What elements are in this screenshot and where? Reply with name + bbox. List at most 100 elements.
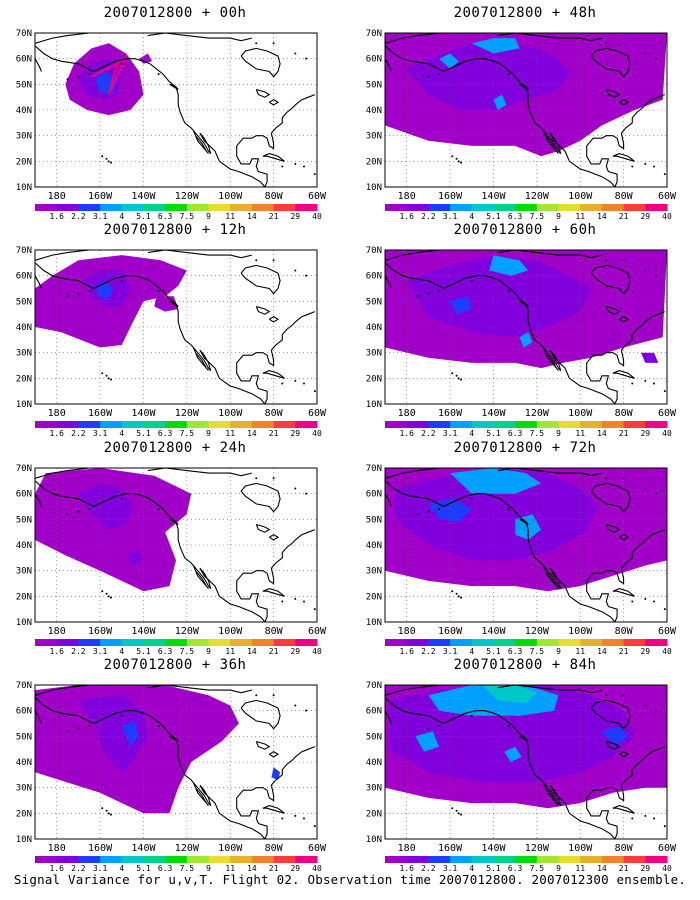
colorbar-segment xyxy=(208,421,231,428)
colorbar-label: 29 xyxy=(290,864,300,872)
colorbar-segment xyxy=(645,856,668,863)
colorbar-label: 11 xyxy=(225,647,235,655)
longitude-tick-label: 80W xyxy=(615,843,634,854)
panel-title: 2007012800 + 24h xyxy=(103,440,247,456)
variance-field xyxy=(78,695,148,773)
colorbar-label: 6.3 xyxy=(158,429,173,437)
colorbar-label: 1.6 xyxy=(49,864,64,872)
latitude-tick-label: 50N xyxy=(366,80,382,90)
colorbar-label: 7.5 xyxy=(180,212,195,220)
longitude-tick-label: 60W xyxy=(308,843,327,854)
coastline xyxy=(255,740,271,750)
colorbar-segment xyxy=(273,204,296,211)
colorbar-label: 4 xyxy=(469,212,474,220)
colorbar-label: 11 xyxy=(575,647,585,655)
colorbar-segment xyxy=(536,421,560,428)
colorbar-segment xyxy=(428,421,451,428)
colorbar-label: 2.2 xyxy=(71,212,86,220)
colorbar-segment xyxy=(143,856,166,863)
coastline xyxy=(590,264,631,295)
colorbar-segment xyxy=(515,421,538,428)
colorbar-label: 14 xyxy=(247,647,257,655)
colorbar-segment xyxy=(471,639,494,646)
coastline xyxy=(542,782,559,806)
colorbar-label: 6.3 xyxy=(158,864,173,872)
latitude-tick-label: 70N xyxy=(16,29,32,39)
latitude-tick-label: 30N xyxy=(366,567,382,577)
colorbar-label: 4 xyxy=(469,864,474,872)
colorbar-segment xyxy=(56,856,79,863)
colorbar-segment xyxy=(121,639,144,646)
colorbar-segment xyxy=(251,856,275,863)
coastline xyxy=(35,685,133,696)
latitude-tick-label: 60N xyxy=(366,272,382,282)
panel-title: 2007012800 + 00h xyxy=(103,5,247,21)
colorbar-segment xyxy=(471,856,494,863)
colorbar-label: 5.1 xyxy=(486,212,501,220)
variance-field xyxy=(493,94,507,110)
colorbar-label: 4 xyxy=(119,212,124,220)
colorbar-segment xyxy=(230,856,253,863)
coastline xyxy=(385,697,616,839)
coastline xyxy=(35,275,43,289)
coastline xyxy=(147,685,253,694)
longitude-tick-label: 120W xyxy=(525,626,550,637)
longitude-tick-label: 140W xyxy=(481,191,506,202)
map-plot: 70N 60N 50N 40N 30N 20N 10N 180 160W 140W 120W 100W… xyxy=(16,29,327,220)
latitude-tick-label: 40N xyxy=(366,541,382,551)
colorbar-label: 3.1 xyxy=(443,429,458,437)
colorbar-segment xyxy=(450,639,473,646)
coastline xyxy=(35,45,266,187)
colorbar-segment xyxy=(230,421,253,428)
coastline xyxy=(35,250,133,261)
colorbar-label: 29 xyxy=(290,212,300,220)
coastline xyxy=(605,88,621,98)
longitude-tick-label: 140W xyxy=(481,408,506,419)
coastline xyxy=(497,685,603,694)
longitude-tick-label: 80W xyxy=(615,191,634,202)
flight-track xyxy=(90,55,128,96)
coastline xyxy=(666,304,667,308)
colorbar-label: 21 xyxy=(619,212,629,220)
latitude-tick-label: 70N xyxy=(16,464,32,474)
longitude-tick-label: 160W xyxy=(88,408,113,419)
coastline xyxy=(542,565,559,589)
variance-field xyxy=(395,468,598,561)
colorbar-segment xyxy=(645,204,668,211)
latitude-tick-label: 50N xyxy=(366,732,382,742)
latitude-tick-label: 50N xyxy=(16,515,32,525)
colorbar-label: 2.2 xyxy=(71,864,86,872)
coastline xyxy=(236,311,316,404)
latitude-tick-label: 20N xyxy=(366,157,382,167)
coastline xyxy=(385,710,393,724)
colorbar-label: 3.1 xyxy=(443,864,458,872)
colorbar-label: 2.2 xyxy=(421,647,436,655)
map-panel: 2007012800 + 00h 70N 60N 50N 40N 30N 20N 10N 180… xyxy=(5,5,345,220)
coastline xyxy=(519,735,529,742)
colorbar-segment xyxy=(558,421,581,428)
coastline xyxy=(586,529,666,622)
coastline xyxy=(192,347,209,371)
latitude-tick-label: 20N xyxy=(366,592,382,602)
map-plot: 70N 60N 50N 40N 30N 20N 10N 180 160W 140W 120W 100W… xyxy=(16,681,327,872)
colorbar-label: 14 xyxy=(247,429,257,437)
colorbar-label: 11 xyxy=(225,212,235,220)
variance-field xyxy=(121,720,140,747)
latitude-tick-label: 70N xyxy=(16,681,32,691)
latitude-tick-label: 30N xyxy=(366,132,382,142)
colorbar-segment xyxy=(208,856,231,863)
colorbar-segment xyxy=(536,204,560,211)
colorbar-label: 5.1 xyxy=(486,647,501,655)
colorbar-segment xyxy=(623,856,646,863)
coastline xyxy=(262,370,285,379)
coastline xyxy=(240,47,281,78)
colorbar-segment xyxy=(143,639,166,646)
coastline xyxy=(192,130,209,154)
colorbar-segment xyxy=(35,204,58,211)
longitude-tick-label: 100W xyxy=(218,408,243,419)
longitude-tick-label: 100W xyxy=(568,626,593,637)
colorbar-segment xyxy=(100,639,123,646)
latitude-tick-label: 50N xyxy=(16,80,32,90)
colorbar-label: 29 xyxy=(290,647,300,655)
colorbar-segment xyxy=(251,639,275,646)
